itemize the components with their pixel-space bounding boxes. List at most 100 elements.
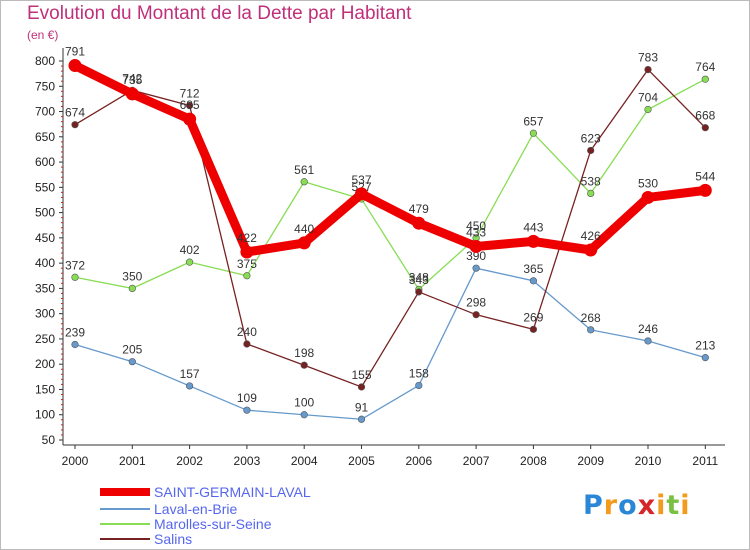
data-point (529, 129, 538, 137)
data-label: 783 (638, 51, 658, 65)
y-tick-label: 200 (35, 357, 55, 371)
y-tick-label: 800 (35, 54, 55, 68)
x-tick-label: 2004 (291, 454, 318, 468)
data-point (587, 146, 595, 155)
data-label: 443 (523, 220, 543, 234)
series-line-2 (74, 78, 706, 291)
data-label: 623 (581, 131, 601, 145)
data-point (415, 381, 423, 390)
data-point (186, 382, 194, 390)
data-point (357, 415, 366, 423)
data-point (469, 239, 483, 253)
data-label: 402 (180, 243, 200, 257)
data-point (240, 245, 254, 259)
series-line-1 (74, 267, 706, 420)
x-tick-label: 2011 (692, 454, 718, 468)
y-tick-label: 450 (35, 231, 55, 245)
data-point (472, 264, 480, 272)
data-point (644, 105, 652, 114)
data-point (243, 272, 251, 280)
proxiti-logo: Proxiti (583, 490, 691, 521)
data-label: 198 (294, 346, 314, 360)
legend-swatch-saint-germain-laval (100, 488, 150, 496)
y-tick-label: 100 (35, 408, 55, 422)
data-label: 479 (409, 202, 429, 216)
data-point (587, 326, 595, 334)
chart-title: Evolution du Montant de la Dette par Hab… (27, 3, 412, 24)
data-label: 422 (237, 231, 257, 245)
data-label: 246 (638, 322, 658, 336)
y-tick-label: 700 (35, 105, 55, 119)
data-point (300, 411, 308, 419)
x-tick-label: 2009 (577, 454, 604, 468)
data-point (186, 101, 194, 110)
data-label: 538 (581, 174, 601, 188)
logo-letter: x (637, 490, 657, 521)
data-label: 205 (122, 343, 142, 357)
data-point (128, 284, 136, 293)
x-tick-label: 2002 (176, 454, 203, 468)
data-point (186, 258, 194, 266)
data-label: 372 (65, 258, 85, 272)
data-point (698, 183, 712, 197)
data-label: 343 (409, 273, 429, 287)
data-label: 450 (466, 219, 486, 233)
data-point (71, 273, 79, 281)
data-point (71, 121, 79, 129)
data-label: 530 (638, 176, 658, 190)
data-point (587, 189, 595, 197)
data-label: 100 (294, 396, 314, 410)
data-label: 158 (409, 366, 429, 380)
y-tick-label: 300 (35, 307, 55, 321)
y-tick-label: 600 (35, 155, 55, 169)
data-label: 537 (351, 173, 371, 187)
data-label: 213 (695, 339, 715, 353)
data-label: 544 (695, 169, 715, 183)
legend-label-salins: Salins (154, 531, 193, 547)
data-label: 268 (581, 311, 601, 325)
data-label: 440 (294, 222, 314, 236)
data-label: 742 (122, 71, 142, 85)
x-tick-label: 2008 (520, 454, 547, 468)
data-point (300, 178, 308, 186)
data-label: 668 (695, 109, 715, 123)
data-point (355, 187, 368, 201)
x-tick-label: 2007 (463, 454, 490, 468)
x-tick-label: 2001 (119, 454, 146, 468)
data-point (128, 358, 136, 366)
data-label: 561 (294, 163, 314, 177)
legend-label-laval-en-brie: Laval-en-Brie (154, 501, 238, 517)
data-point (472, 311, 480, 319)
data-point (529, 325, 538, 333)
data-label: 657 (523, 114, 543, 128)
data-label: 390 (466, 249, 486, 263)
data-point (644, 337, 652, 345)
x-tick-label: 2003 (234, 454, 261, 468)
data-point (183, 112, 197, 126)
legend-swatch-marolles-sur-seine (100, 523, 150, 525)
data-label: 350 (122, 269, 142, 283)
data-point (243, 340, 251, 348)
data-label: 348 (409, 270, 429, 284)
data-label: 674 (65, 106, 85, 120)
data-point (526, 234, 540, 248)
data-point (297, 236, 311, 250)
data-point (68, 59, 82, 73)
series-line-3 (74, 68, 706, 388)
data-point (125, 87, 139, 101)
data-label: 764 (695, 60, 715, 74)
data-point (701, 354, 709, 362)
data-label: 375 (237, 257, 257, 271)
data-point (412, 216, 426, 230)
data-point (300, 361, 308, 369)
data-label: 365 (523, 262, 543, 276)
y-tick-label: 650 (35, 130, 55, 144)
data-point (529, 277, 538, 285)
y-tick-label: 500 (35, 206, 55, 220)
data-label: 426 (581, 229, 601, 243)
data-label: 704 (638, 91, 658, 105)
logo-letter: o (618, 490, 638, 521)
logo-letter: i (680, 490, 691, 521)
data-point (357, 383, 366, 391)
data-label: 685 (180, 98, 200, 112)
